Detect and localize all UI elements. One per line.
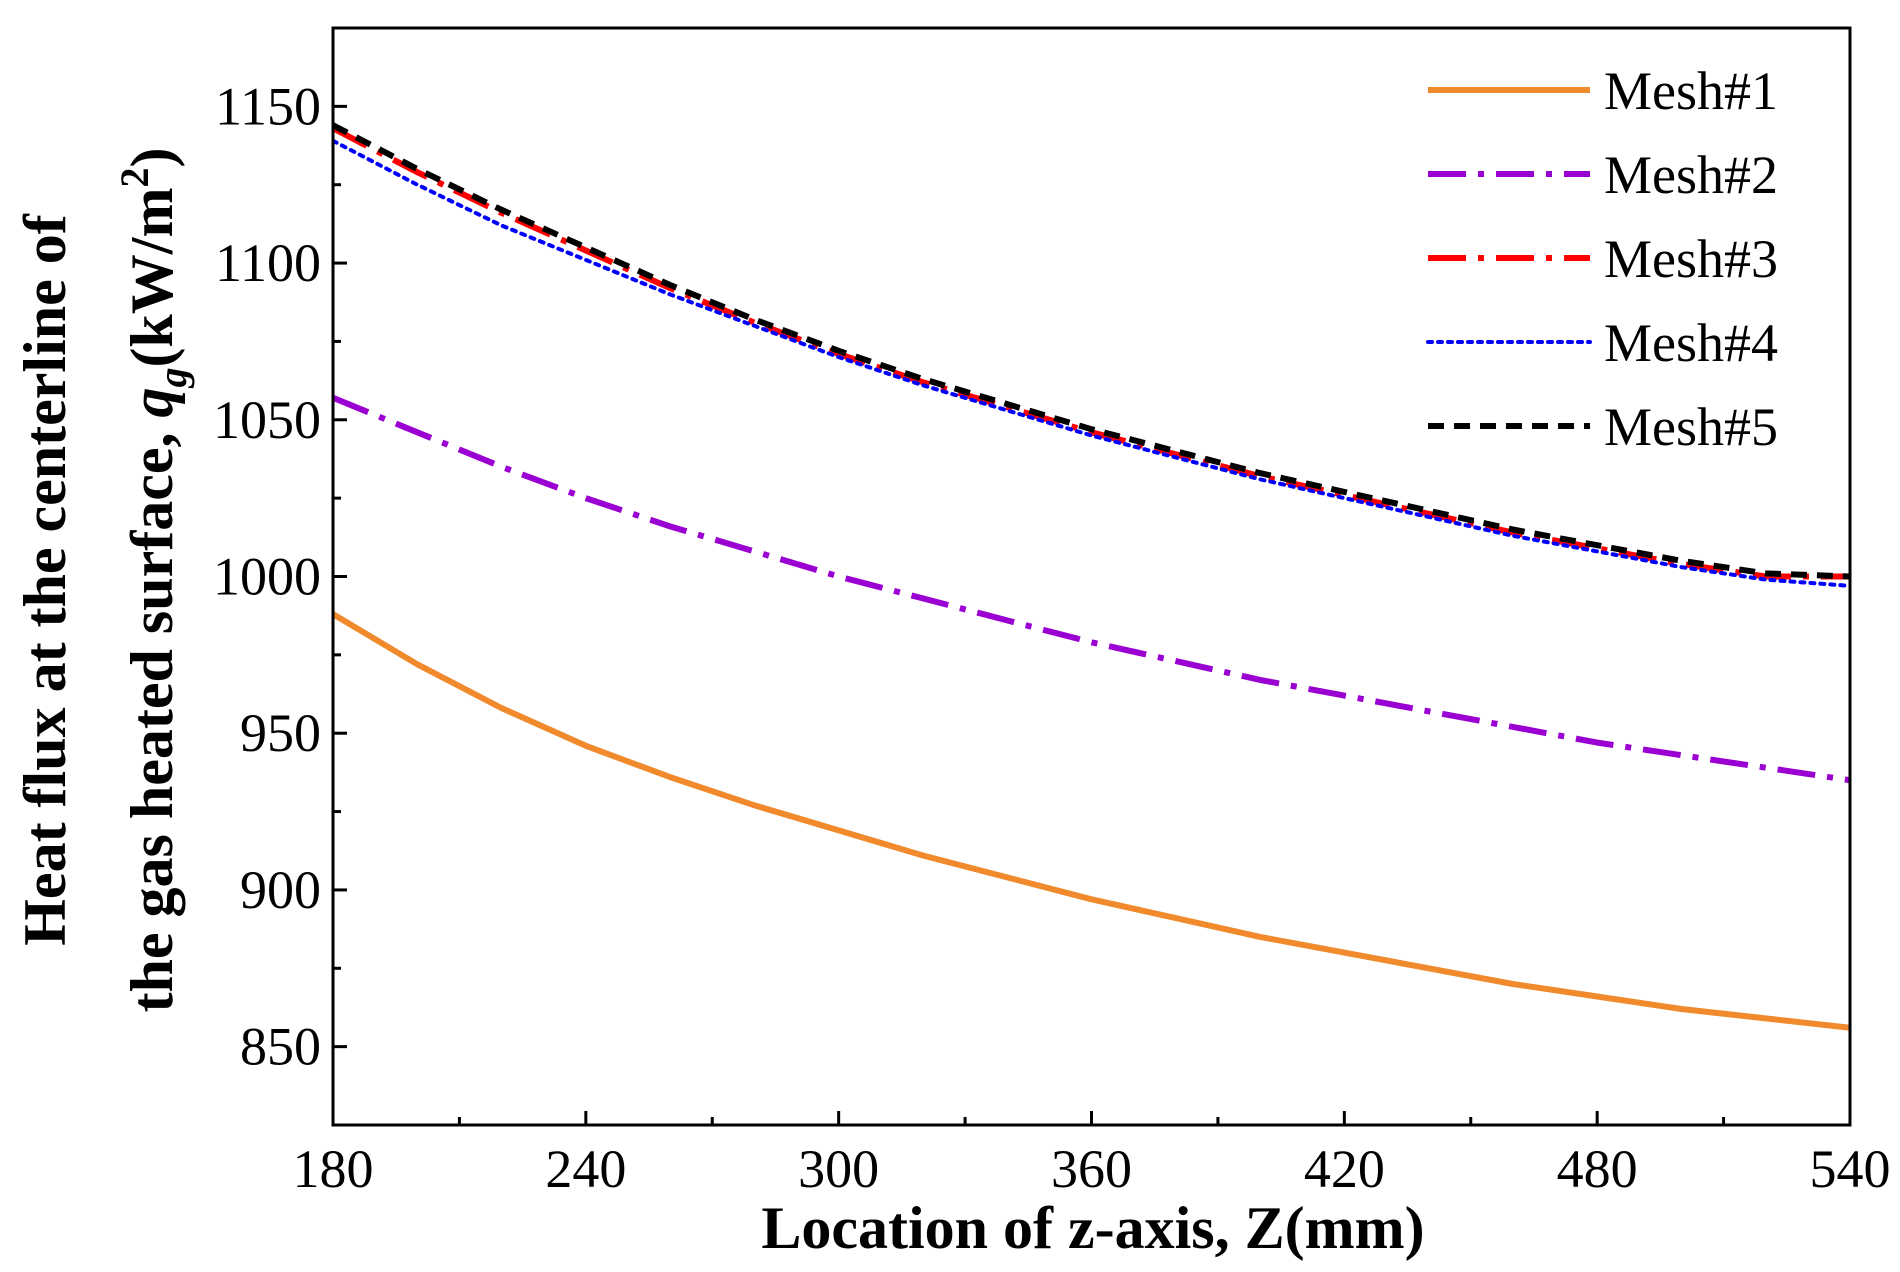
y-axis-title: Heat flux at the centerline of the gas h… — [12, 148, 195, 1013]
y-axis-title-subscript: g — [150, 368, 195, 389]
series-line-mesh-5 — [333, 122, 1850, 580]
series-line-mesh-1 — [333, 611, 1850, 1031]
legend-label: Mesh#1 — [1604, 61, 1778, 121]
y-tick-label: 850 — [240, 1017, 321, 1077]
y-axis: 850 900 950 1000 1050 1100 1150 — [213, 26, 347, 1127]
series-line-mesh-3 — [333, 125, 1850, 580]
x-tick-label: 360 — [1051, 1139, 1132, 1199]
y-axis-title-unit-power: 2 — [112, 168, 157, 188]
series-layer — [333, 122, 1850, 1031]
y-tick-label: 1100 — [215, 233, 321, 293]
x-tick-label: 480 — [1557, 1139, 1638, 1199]
x-tick-label: 540 — [1810, 1139, 1891, 1199]
y-tick-label: 1150 — [215, 76, 321, 136]
y-axis-title-line1: Heat flux at the centerline of — [12, 213, 78, 945]
y-tick-label: 1050 — [213, 390, 321, 450]
y-axis-title-line2: the gas heated surface, qg(kW/m2) — [112, 148, 195, 1013]
legend-label: Mesh#3 — [1604, 229, 1778, 289]
y-axis-title-prefix: the gas heated surface, — [119, 418, 185, 1013]
x-tick-label: 240 — [545, 1139, 626, 1199]
series-line-mesh-2 — [333, 395, 1850, 784]
y-axis-title-symbol: q — [119, 388, 185, 418]
x-tick-label: 180 — [293, 1139, 374, 1199]
legend: Mesh#1 Mesh#2 Mesh#3 Mesh#4 Mesh#5 — [1426, 61, 1778, 457]
x-axis-title: Location of z-axis, Z(mm) — [761, 1195, 1424, 1261]
y-axis-title-unit-prefix: (kW/m — [119, 188, 185, 368]
y-tick-label: 1000 — [213, 547, 321, 607]
y-axis-title-unit-suffix: ) — [119, 148, 185, 168]
legend-label: Mesh#4 — [1604, 313, 1778, 373]
x-tick-label: 300 — [798, 1139, 879, 1199]
legend-label: Mesh#2 — [1604, 145, 1778, 205]
x-axis: 180 240 300 360 420 480 540 — [293, 1111, 1891, 1199]
series-line-mesh-4 — [333, 138, 1850, 588]
x-tick-label: 420 — [1304, 1139, 1385, 1199]
y-tick-label: 900 — [240, 860, 321, 920]
legend-label: Mesh#5 — [1604, 397, 1778, 457]
y-tick-label: 950 — [240, 703, 321, 763]
